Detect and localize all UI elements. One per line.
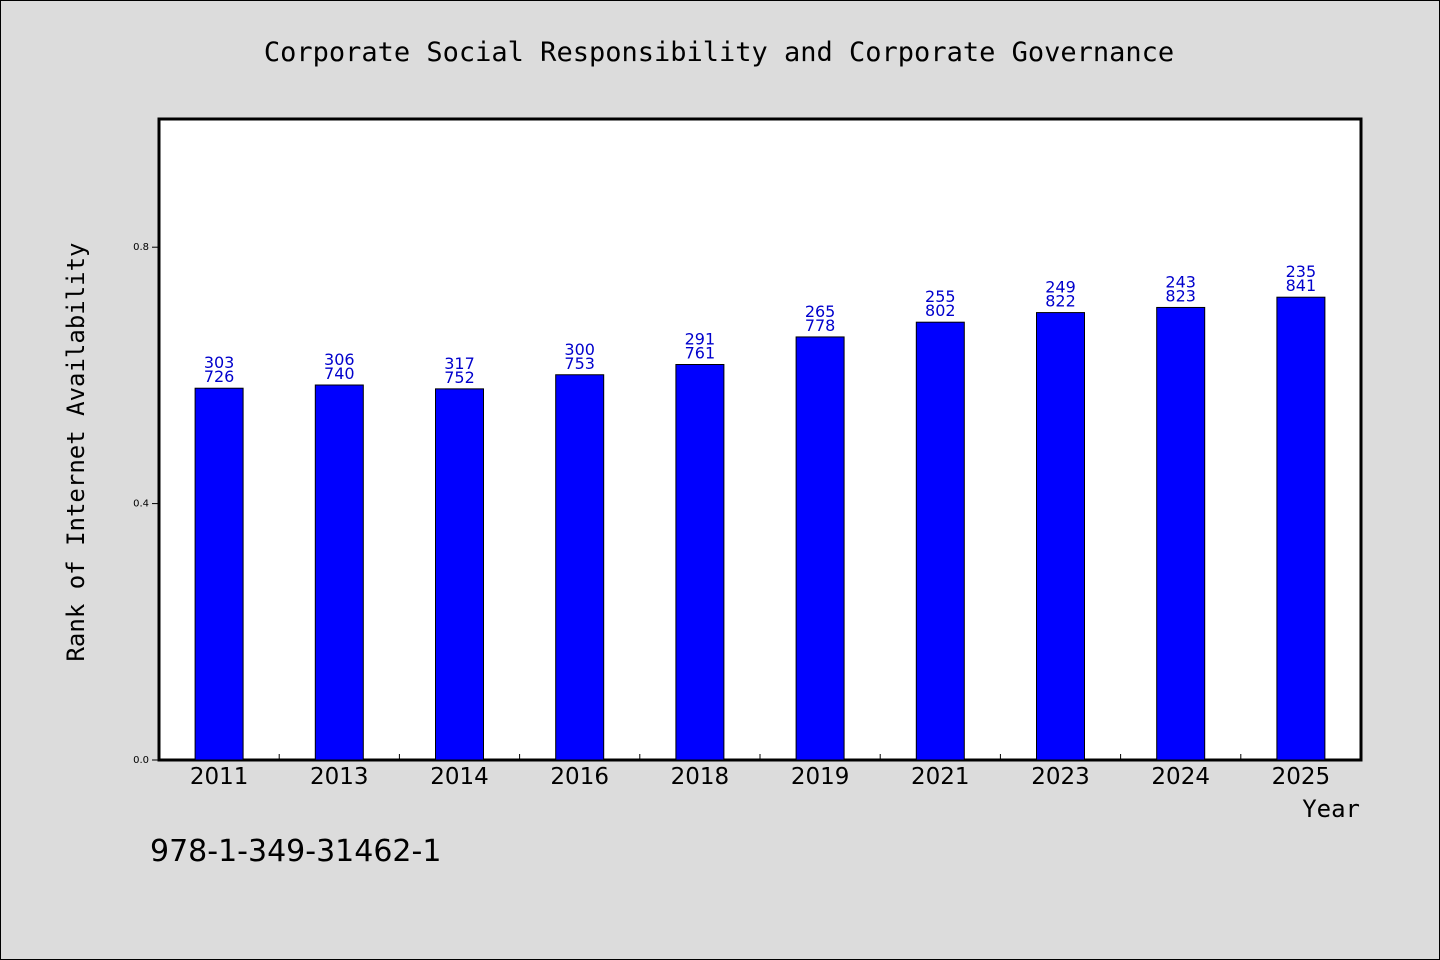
x-tick-label: 2019 — [791, 764, 850, 790]
data-label: 802 — [925, 301, 956, 320]
y-tick-label: 0.0 — [133, 755, 149, 766]
data-label: 822 — [1045, 292, 1076, 311]
data-label: 303 — [204, 353, 235, 372]
bar — [1036, 312, 1085, 761]
data-label: 249 — [1045, 278, 1076, 297]
x-tick-label: 2023 — [1031, 764, 1090, 790]
footer-code: 978-1-349-31462-1 — [150, 834, 442, 869]
data-label: 761 — [685, 344, 716, 363]
data-label: 753 — [564, 354, 595, 373]
data-label: 243 — [1165, 272, 1196, 291]
x-tick-label: 2016 — [550, 764, 609, 790]
x-tick-label: 2011 — [190, 764, 249, 790]
y-axis-title: Rank of Internet Availability — [62, 242, 90, 661]
y-tick-label: 0.4 — [133, 499, 149, 510]
y-axis: 0.0 0.4 0.8 — [133, 242, 159, 766]
bars-group — [194, 296, 1326, 761]
x-tick-label: 2021 — [911, 764, 970, 790]
y-tick-label: 0.8 — [133, 242, 149, 253]
data-label: 726 — [204, 367, 235, 386]
bar — [555, 374, 605, 761]
x-axis-title: Year — [1302, 795, 1360, 823]
data-label: 255 — [925, 287, 956, 306]
x-tick-label: 2024 — [1151, 764, 1210, 790]
data-label: 841 — [1286, 276, 1317, 295]
bar — [795, 336, 845, 761]
data-label: 235 — [1286, 262, 1317, 281]
x-tick-label: 2018 — [671, 764, 730, 790]
bar — [675, 364, 725, 761]
x-tick-label: 2013 — [310, 764, 369, 790]
bar — [314, 384, 364, 761]
bar — [1156, 306, 1206, 761]
bar — [915, 321, 965, 761]
data-label: 306 — [324, 350, 355, 369]
x-tick-label: 2025 — [1272, 764, 1331, 790]
data-labels-group: 3037263067403177523007532917612657782558… — [204, 262, 1316, 387]
data-label: 317 — [444, 354, 475, 373]
data-label: 740 — [324, 364, 355, 383]
data-label: 752 — [444, 368, 475, 387]
data-label: 778 — [805, 316, 836, 335]
bar — [1276, 296, 1326, 761]
chart-title: Corporate Social Responsibility and Corp… — [264, 37, 1174, 68]
data-label: 291 — [685, 330, 716, 349]
bar — [194, 387, 244, 761]
data-label: 823 — [1165, 286, 1196, 305]
x-tick-label: 2014 — [430, 764, 489, 790]
bar — [435, 388, 484, 761]
data-label: 300 — [564, 340, 595, 359]
x-axis: 2011 2013 2014 2016 2018 2019 2021 2023 2024 2025 — [190, 754, 1330, 790]
data-label: 265 — [805, 302, 836, 321]
